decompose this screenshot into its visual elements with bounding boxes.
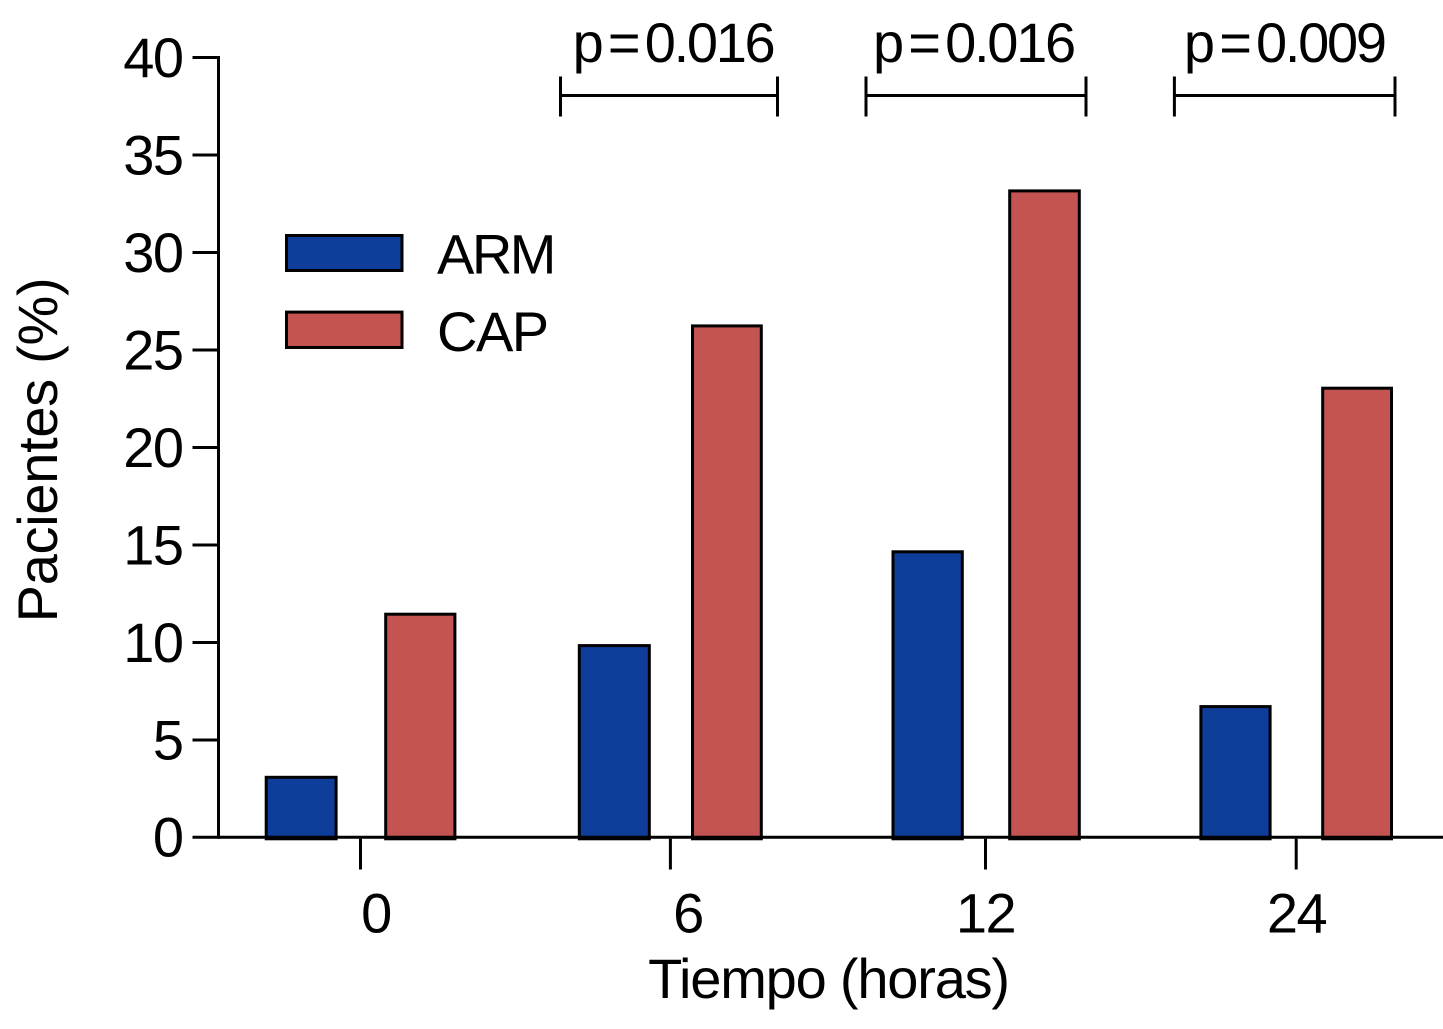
svg-text:Pacientes (%): Pacientes (%) bbox=[6, 278, 69, 623]
svg-text:20: 20 bbox=[123, 416, 182, 479]
svg-text:5: 5 bbox=[153, 709, 183, 772]
svg-text:0: 0 bbox=[361, 882, 391, 945]
svg-text:35: 35 bbox=[123, 124, 182, 187]
svg-text:6: 6 bbox=[673, 882, 703, 945]
svg-text:15: 15 bbox=[123, 514, 182, 577]
svg-text:CAP: CAP bbox=[437, 300, 548, 363]
svg-text:0: 0 bbox=[153, 806, 183, 869]
svg-text:30: 30 bbox=[123, 221, 182, 284]
svg-text:ARM: ARM bbox=[437, 223, 554, 286]
svg-text:25: 25 bbox=[123, 319, 182, 382]
svg-text:p = 0.016: p = 0.016 bbox=[873, 11, 1074, 74]
svg-text:p = 0.009: p = 0.009 bbox=[1184, 11, 1385, 74]
svg-text:10: 10 bbox=[123, 611, 182, 674]
svg-text:Tiempo (horas): Tiempo (horas) bbox=[648, 947, 1009, 1010]
svg-text:40: 40 bbox=[123, 26, 182, 89]
svg-text:24: 24 bbox=[1267, 882, 1327, 945]
svg-text:12: 12 bbox=[956, 882, 1015, 945]
svg-text:p = 0.016: p = 0.016 bbox=[573, 11, 774, 74]
